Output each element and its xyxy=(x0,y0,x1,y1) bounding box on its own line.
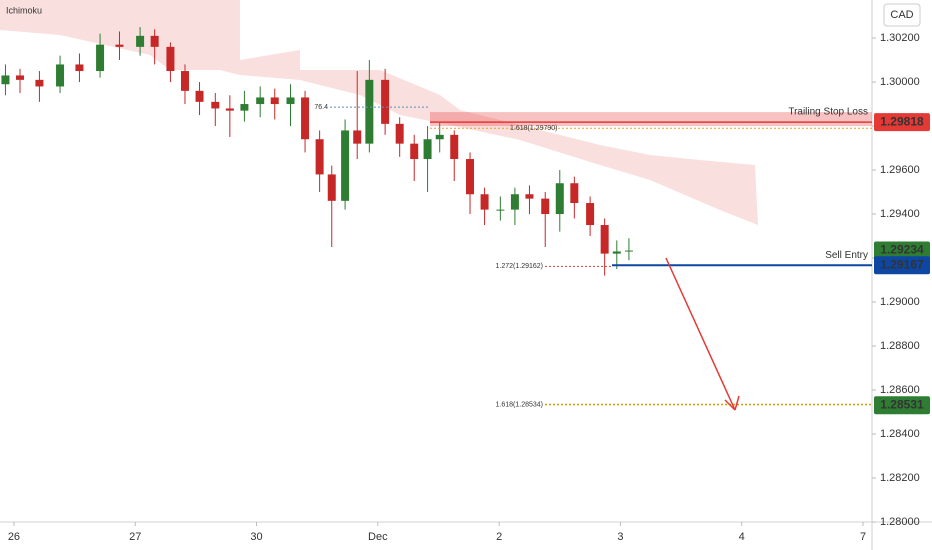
candle-body xyxy=(496,209,505,211)
price-badge-label: 1.29818 xyxy=(880,114,924,128)
x-tick-label: 7 xyxy=(860,531,866,543)
candle-body xyxy=(96,44,105,72)
candle-body xyxy=(301,97,310,140)
candle-body xyxy=(286,97,295,105)
candle-body xyxy=(570,183,579,204)
y-tick-label: 1.28600 xyxy=(880,384,920,396)
level-name: Trailing Stop Loss xyxy=(788,107,868,118)
candle-body xyxy=(315,139,324,175)
y-tick-label: 1.29000 xyxy=(880,296,920,308)
price-badge xyxy=(874,256,930,275)
fib-label: 76.4 xyxy=(314,104,328,111)
candle-body xyxy=(586,203,595,226)
candle-body xyxy=(56,64,65,87)
candle-body xyxy=(1,75,10,85)
candle-body xyxy=(410,143,419,160)
fib-label: 1.272(1.29162) xyxy=(496,263,543,270)
candle-body xyxy=(35,79,44,87)
candle-body xyxy=(327,174,336,201)
x-tick-label: Dec xyxy=(368,531,388,543)
x-tick-label: 2 xyxy=(496,531,502,543)
x-tick-label: 26 xyxy=(8,531,20,543)
currency-box[interactable] xyxy=(883,3,921,27)
candle-body xyxy=(195,90,204,102)
candle-body xyxy=(480,194,489,210)
candle-body xyxy=(525,194,534,199)
candle-body xyxy=(115,44,124,47)
candle-body xyxy=(555,183,564,215)
candle-body xyxy=(240,104,249,111)
y-tick-label: 1.28000 xyxy=(880,516,920,528)
candle-body xyxy=(510,194,519,210)
ichimoku-cloud xyxy=(0,0,758,225)
candle-body xyxy=(541,198,550,215)
price-badge xyxy=(874,396,930,415)
currency[interactable]: CAD xyxy=(890,9,913,21)
candle-body xyxy=(270,97,279,105)
x-tick-label: 30 xyxy=(250,531,262,543)
candle-body xyxy=(341,130,350,201)
price-badge xyxy=(874,113,930,132)
fib-label: 1.618(1.29790) xyxy=(510,125,557,132)
candle-body xyxy=(365,79,374,144)
candle-body xyxy=(75,64,84,72)
candle-body xyxy=(381,79,390,124)
candle-body xyxy=(435,134,444,140)
candle-body xyxy=(624,250,633,252)
price-badge xyxy=(874,241,930,260)
price-badge-label: 1.29234 xyxy=(880,243,924,257)
y-tick-label: 1.28800 xyxy=(880,340,920,352)
candle-body xyxy=(466,159,475,195)
candle-body xyxy=(256,97,265,105)
fib-label: 1.618(1.28534) xyxy=(496,401,543,408)
y-tick-label: 1.29600 xyxy=(880,164,920,176)
candle-body xyxy=(423,139,432,160)
candle-body xyxy=(211,101,220,109)
candle-body xyxy=(450,134,459,160)
candle-body xyxy=(353,130,362,144)
candle-body xyxy=(395,123,404,144)
x-tick-label: 3 xyxy=(617,531,623,543)
y-tick-label: 1.30200 xyxy=(880,32,920,44)
candle-body xyxy=(166,46,175,72)
y-tick-label: 1.29400 xyxy=(880,208,920,220)
indicator-label: Ichimoku xyxy=(6,5,42,15)
candle-body xyxy=(612,251,621,254)
candle-body xyxy=(600,225,609,254)
y-tick-label: 1.28200 xyxy=(880,472,920,484)
candle-body xyxy=(225,108,234,111)
x-tick-label: 27 xyxy=(129,531,141,543)
price-badge-label: 1.29167 xyxy=(880,257,924,271)
arrow xyxy=(665,257,740,411)
candle-body xyxy=(136,35,145,47)
y-tick-label: 1.28400 xyxy=(880,428,920,440)
candle-body xyxy=(150,35,159,47)
level-name: Sell Entry xyxy=(825,250,868,261)
candle-body xyxy=(16,75,25,80)
candle-body xyxy=(180,71,189,91)
price-badge-label: 1.28531 xyxy=(880,397,924,411)
x-tick-label: 4 xyxy=(739,531,745,543)
y-tick-label: 1.30000 xyxy=(880,76,920,88)
